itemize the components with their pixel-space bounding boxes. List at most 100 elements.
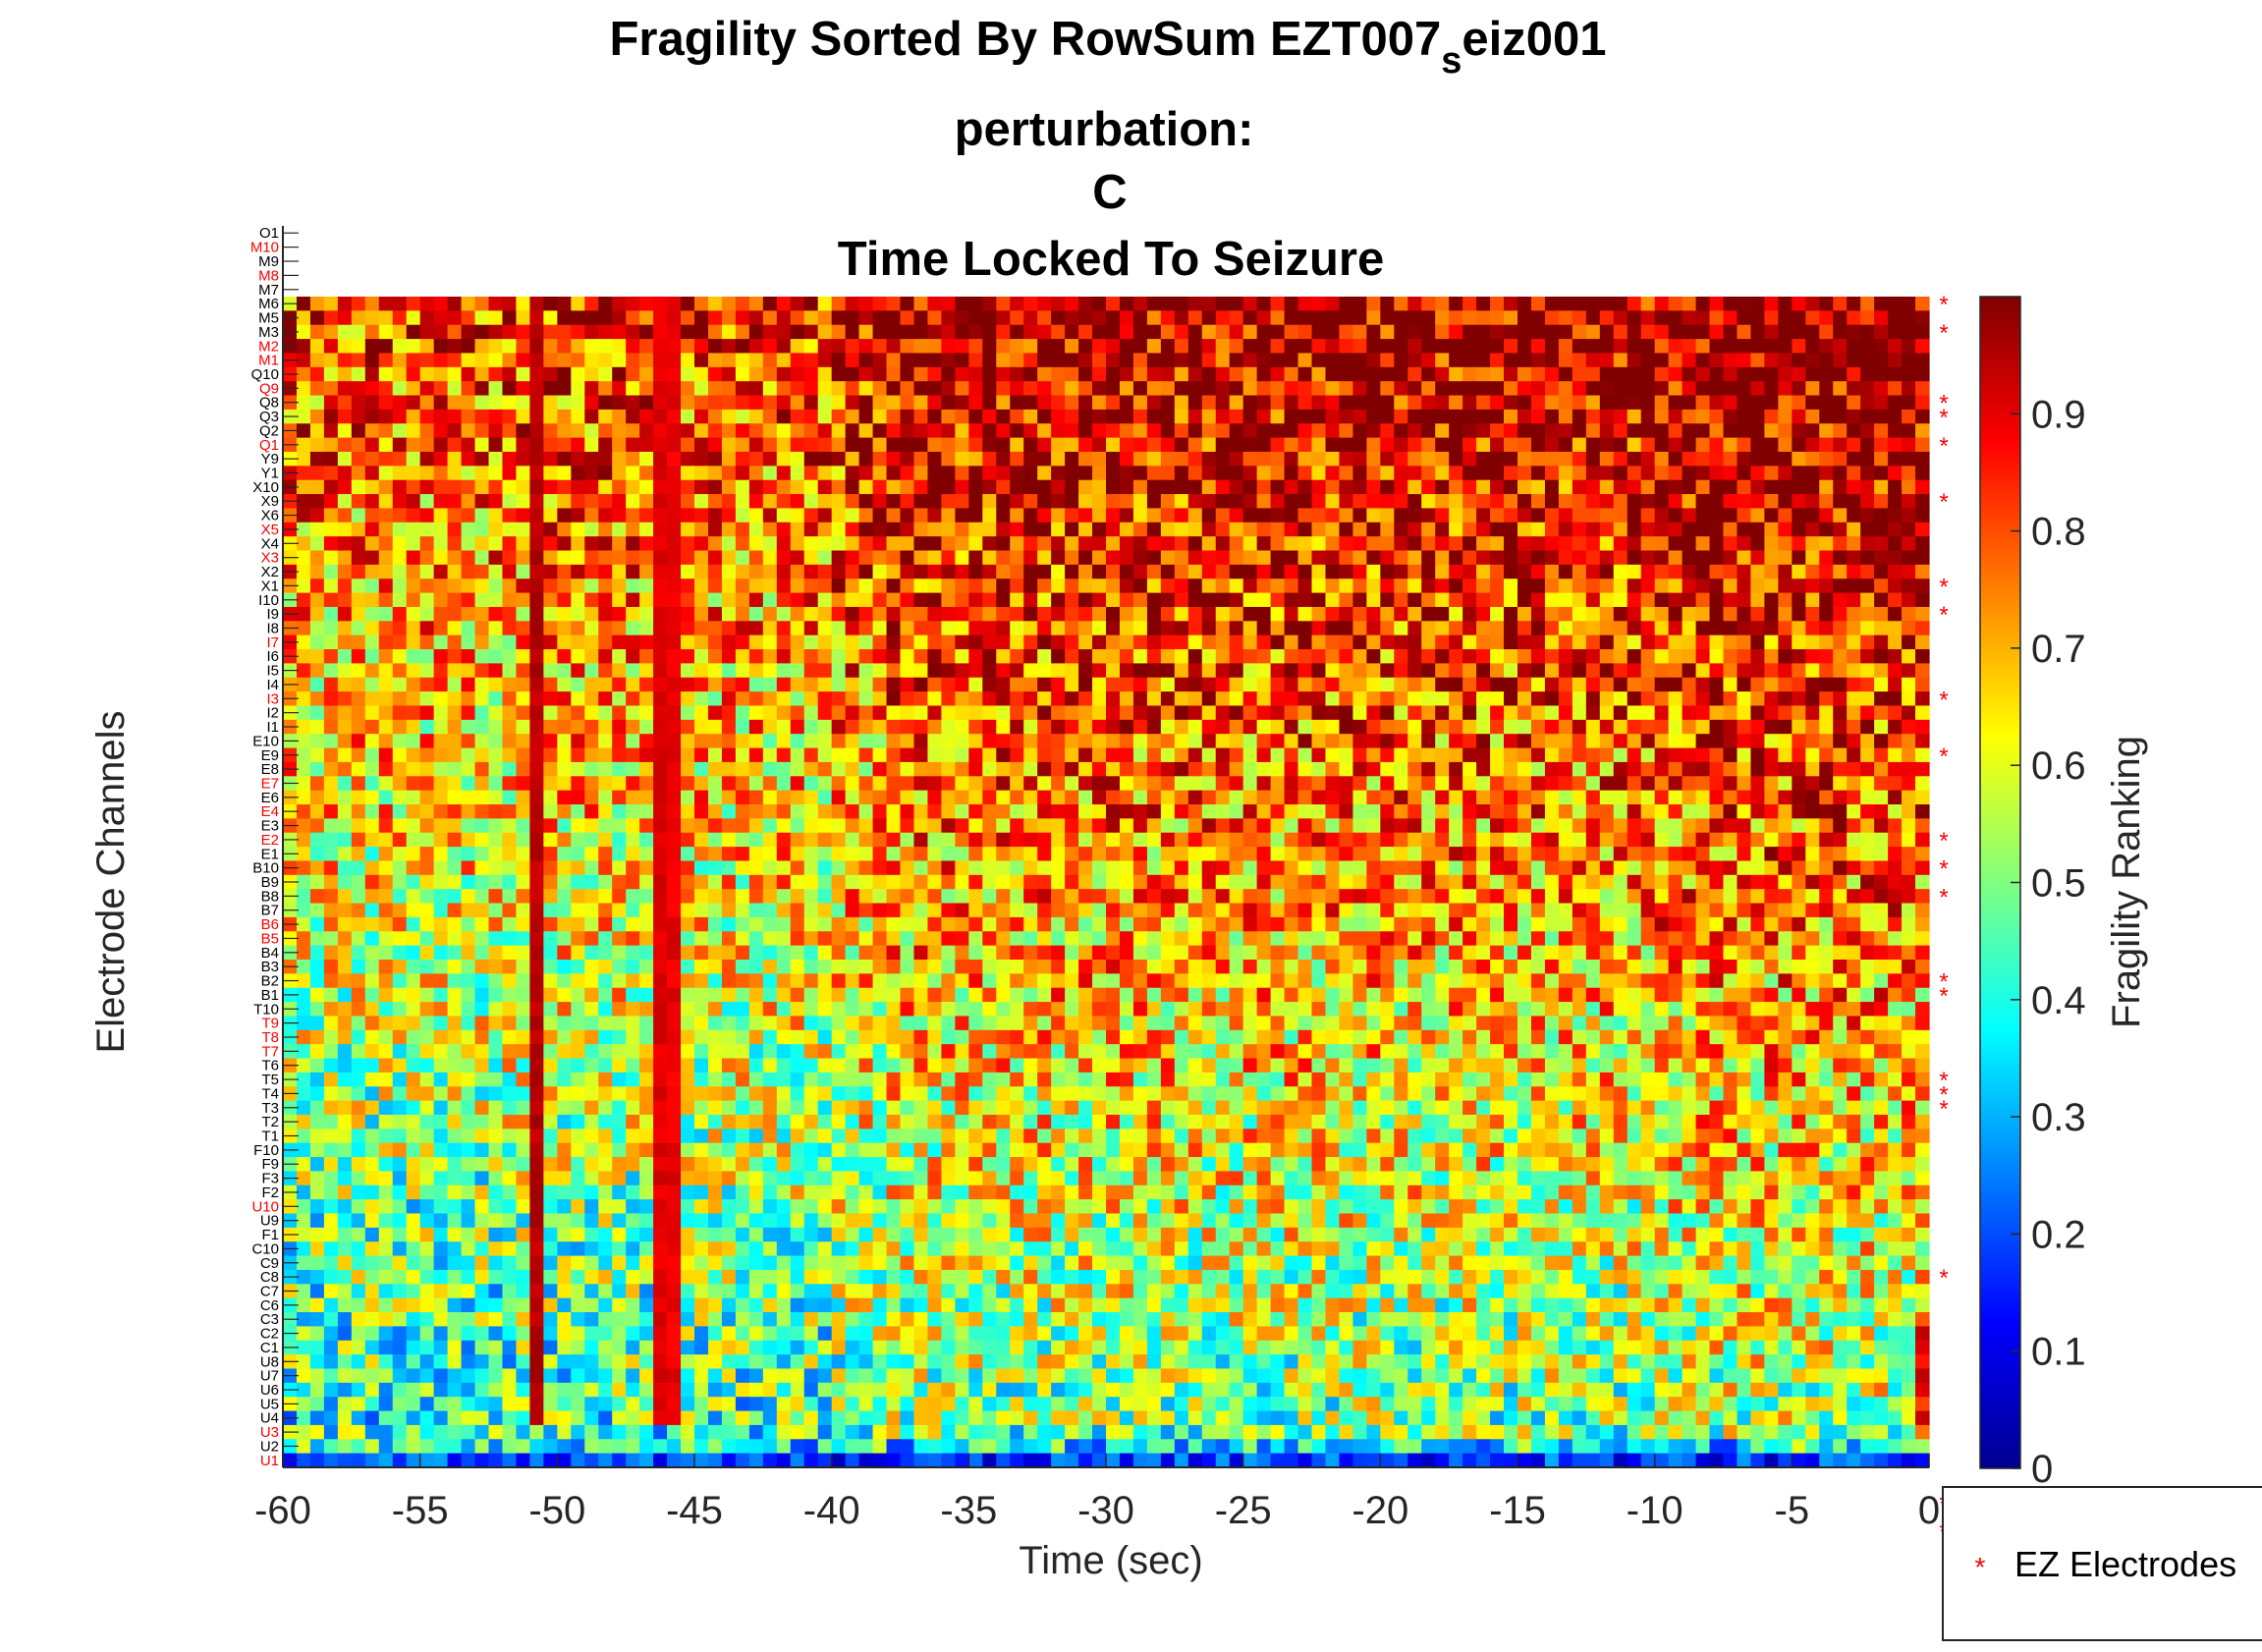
heatmap-cell [1010, 705, 1024, 721]
heatmap-cell [1229, 297, 1244, 311]
heatmap-cell [858, 466, 874, 481]
heatmap-cell [378, 663, 394, 679]
heatmap-cell [1146, 677, 1162, 692]
heatmap-cell [1558, 761, 1573, 777]
heatmap-cell [571, 832, 585, 848]
heatmap-cell [1750, 564, 1765, 579]
heatmap-cell [337, 719, 353, 735]
heatmap-cell [1023, 691, 1038, 707]
heatmap-cell [803, 705, 819, 721]
heatmap-cell [1119, 353, 1134, 368]
heatmap-cell [502, 621, 518, 636]
heatmap-cell [1462, 776, 1477, 792]
heatmap-cell [1682, 776, 1697, 792]
heatmap-cell [1092, 409, 1107, 424]
heatmap-cell [1558, 423, 1573, 439]
heatmap-cell [1366, 339, 1381, 355]
heatmap-cell [351, 353, 366, 368]
heatmap-cell [1902, 508, 1916, 523]
heatmap-cell [392, 324, 408, 340]
heatmap-cell [1874, 437, 1889, 453]
heatmap-cell [461, 423, 476, 439]
heatmap-cell [598, 508, 613, 523]
heatmap-cell [1585, 747, 1601, 763]
heatmap-cell [1284, 691, 1299, 707]
heatmap-cell [1146, 381, 1162, 397]
heatmap-cell [1325, 423, 1341, 439]
heatmap-cell [900, 366, 915, 382]
heatmap-cell [955, 578, 969, 594]
heatmap-cell [1229, 761, 1244, 777]
heatmap-cell [1174, 804, 1189, 819]
heatmap-cell [1902, 860, 1916, 876]
heatmap-cell [323, 592, 339, 608]
heatmap-cell [461, 479, 476, 495]
heatmap-cell [1380, 564, 1395, 579]
heatmap-cell [1640, 621, 1656, 636]
heatmap-cell [721, 860, 737, 876]
heatmap-cell [982, 818, 997, 834]
heatmap-cell [1737, 734, 1752, 749]
heatmap-cell [1833, 790, 1848, 805]
heatmap-cell [1819, 522, 1834, 537]
heatmap-cell [419, 705, 435, 721]
heatmap-cell [913, 847, 929, 862]
heatmap-cell [502, 339, 518, 355]
heatmap-cell [1078, 860, 1093, 876]
heatmap-cell [900, 466, 915, 481]
heatmap-cell [1435, 663, 1450, 679]
heatmap-cell [1106, 705, 1121, 721]
heatmap-cell [1187, 339, 1203, 355]
heatmap-cell [1051, 592, 1066, 608]
heatmap-cell [433, 381, 449, 397]
heatmap-cell [1010, 592, 1024, 608]
heatmap-cell [1737, 663, 1752, 679]
heatmap-cell [1476, 818, 1491, 834]
heatmap-cell [1380, 818, 1395, 834]
heatmap-cell [1092, 719, 1107, 735]
heatmap-cell [1695, 437, 1711, 453]
heatmap-cell [1709, 649, 1725, 664]
heatmap-cell [707, 339, 723, 355]
heatmap-cell [1517, 621, 1532, 636]
heatmap-cell [1668, 634, 1683, 650]
heatmap-cell [1902, 310, 1916, 326]
heatmap-cell [1297, 734, 1313, 749]
heatmap-cell [419, 536, 435, 552]
heatmap-cell [1380, 677, 1395, 692]
heatmap-cell [1874, 423, 1889, 439]
heatmap-cell [1558, 847, 1573, 862]
heatmap-cell [1352, 508, 1367, 523]
heatmap-cell [1833, 494, 1848, 510]
heatmap-cell [872, 847, 888, 862]
heatmap-cell [1599, 564, 1615, 579]
heatmap-cell [364, 564, 380, 579]
heatmap-cell [667, 339, 682, 355]
heatmap-cell [1490, 621, 1505, 636]
heatmap-cell [1819, 734, 1834, 749]
heatmap-cell [748, 395, 764, 411]
heatmap-cell [419, 451, 435, 467]
heatmap-cell [1352, 366, 1367, 382]
heatmap-cell [1627, 832, 1642, 848]
heatmap-cell [1530, 381, 1546, 397]
heatmap-cell [1366, 409, 1381, 424]
heatmap-cell [1065, 592, 1079, 608]
heatmap-cell [748, 847, 764, 862]
heatmap-cell [913, 691, 929, 707]
heatmap-cell [872, 719, 888, 735]
heatmap-cell [1627, 719, 1642, 735]
heatmap-cell [1819, 324, 1834, 340]
heatmap-cell [1119, 409, 1134, 424]
heatmap-cell [1572, 804, 1587, 819]
heatmap-cell [1174, 353, 1189, 368]
heatmap-cell [1627, 324, 1642, 340]
heatmap-cell [900, 437, 915, 453]
heatmap-cell [516, 466, 530, 481]
heatmap-cell [1270, 832, 1286, 848]
heatmap-cell [831, 776, 847, 792]
heatmap-cell [1902, 297, 1916, 311]
heatmap-cell [1284, 719, 1299, 735]
heatmap-cell [1723, 818, 1738, 834]
heatmap-cell [748, 409, 764, 424]
